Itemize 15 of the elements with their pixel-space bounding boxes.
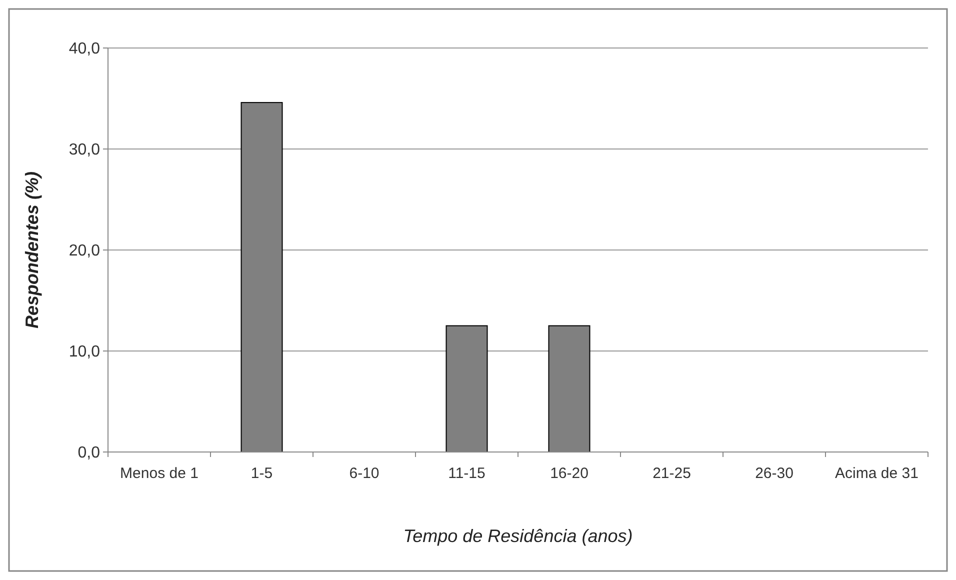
x-tick-label: 16-20 bbox=[550, 465, 588, 482]
y-axis-title: Respondentes (%) bbox=[22, 171, 42, 329]
x-tick-label: 11-15 bbox=[448, 465, 486, 482]
y-tick-label: 10,0 bbox=[68, 344, 100, 361]
y-tick-label: 30,0 bbox=[68, 142, 100, 159]
x-tick-label: 1-5 bbox=[250, 465, 273, 482]
y-tick-label: 20,0 bbox=[68, 242, 100, 260]
x-tick-label: 21-25 bbox=[652, 465, 691, 482]
x-tick-label: Acima de 31 bbox=[835, 465, 918, 482]
x-axis-title: Tempo de Residência (anos) bbox=[403, 526, 633, 546]
y-tick-label: 0,0 bbox=[78, 444, 100, 462]
x-tick-label: Menos de 1 bbox=[120, 465, 198, 482]
x-tick-label: 26-30 bbox=[755, 465, 794, 482]
x-tick-label: 6-10 bbox=[349, 465, 380, 482]
y-tick-label: 40,0 bbox=[68, 40, 100, 58]
